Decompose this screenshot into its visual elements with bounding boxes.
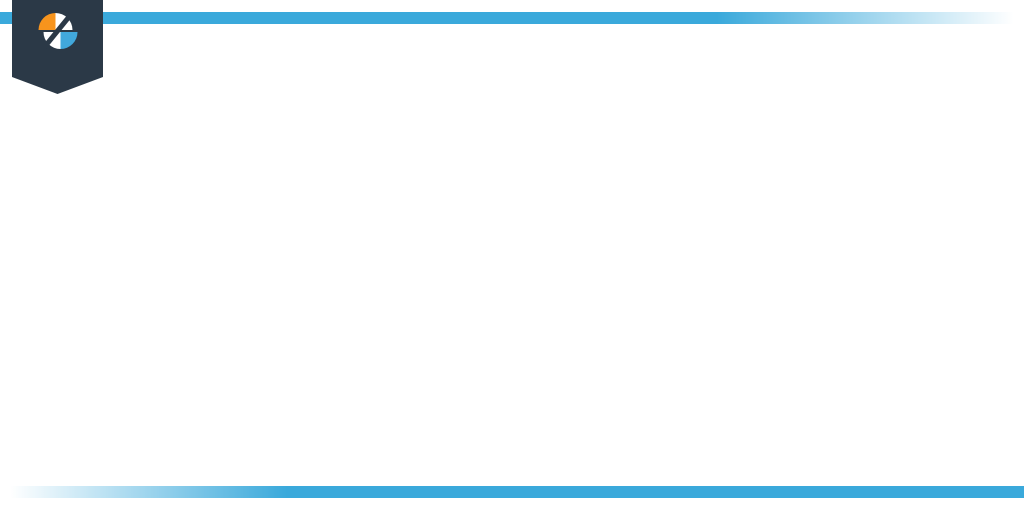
som-logo-icon: [38, 13, 78, 49]
som-logo: [12, 0, 103, 94]
